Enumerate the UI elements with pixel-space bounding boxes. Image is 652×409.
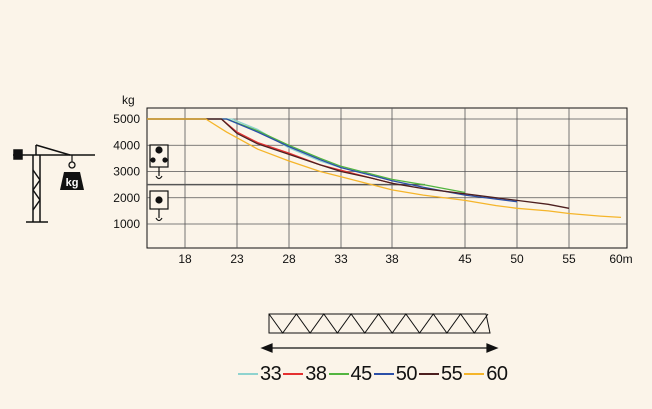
x-tick-label-45: 45 xyxy=(458,252,472,266)
legend-swatch-50 xyxy=(373,373,394,375)
y-tick-label-1000: 1000 xyxy=(113,217,140,231)
legend-item-33: 33 xyxy=(238,363,283,386)
y-tick-label-4000: 4000 xyxy=(113,138,140,152)
series-line-45 xyxy=(147,118,466,194)
x-tick-label-60: 60m xyxy=(609,252,632,266)
x-axis-ticks: 18 23 28 33 38 45 50 55 60m xyxy=(178,252,632,266)
series-group xyxy=(147,118,622,219)
series-line-38 xyxy=(147,118,393,184)
x-tick-label-55: 55 xyxy=(562,252,576,266)
x-tick-label-38: 38 xyxy=(385,252,399,266)
hook-block-double-icon xyxy=(149,144,169,180)
double-arrow-icon xyxy=(260,343,499,353)
legend-item-45: 45 xyxy=(328,362,374,386)
series-line-50 xyxy=(147,118,518,203)
hook-block-single-icon xyxy=(149,190,169,222)
legend-swatch-38 xyxy=(283,373,304,375)
x-tick-label-18: 18 xyxy=(178,252,192,266)
x-tick-label-28: 28 xyxy=(282,252,296,266)
x-tick-label-23: 23 xyxy=(230,252,244,266)
y-axis-unit: kg xyxy=(122,93,135,107)
legend-item-55: 55 xyxy=(419,363,464,386)
plot-frame xyxy=(146,107,628,249)
legend-label-33: 33 xyxy=(260,362,282,385)
legend-swatch-33 xyxy=(238,373,258,375)
legend: 33 38 45 50 55 60 xyxy=(238,360,510,388)
weight-icon: kg xyxy=(60,155,84,190)
y-tick-label-2000: 2000 xyxy=(113,191,140,205)
legend-label-55: 55 xyxy=(441,362,463,385)
y-axis-ticks: 1000 2000 3000 4000 5000 xyxy=(113,112,140,231)
grid-lines xyxy=(147,108,627,248)
x-tick-label-33: 33 xyxy=(334,252,348,266)
weight-badge-label: kg xyxy=(66,177,79,189)
legend-item-60: 60 xyxy=(464,363,509,386)
legend-swatch-55 xyxy=(419,373,439,375)
lattice-jib-icon xyxy=(268,313,491,334)
legend-swatch-45 xyxy=(328,373,349,375)
series-line-60 xyxy=(147,118,622,219)
legend-label-50: 50 xyxy=(395,362,418,385)
legend-swatch-60 xyxy=(464,373,485,375)
legend-label-60: 60 xyxy=(486,362,508,385)
legend-label-45: 45 xyxy=(350,362,373,385)
y-tick-label-5000: 5000 xyxy=(113,112,140,126)
y-tick-label-3000: 3000 xyxy=(113,165,140,179)
x-tick-label-50: 50 xyxy=(510,252,524,266)
legend-item-50: 50 xyxy=(373,362,419,386)
legend-item-38: 38 xyxy=(283,363,328,386)
series-line-55 xyxy=(147,118,570,209)
tower-crane-icon xyxy=(13,144,95,223)
legend-label-38: 38 xyxy=(305,362,327,385)
